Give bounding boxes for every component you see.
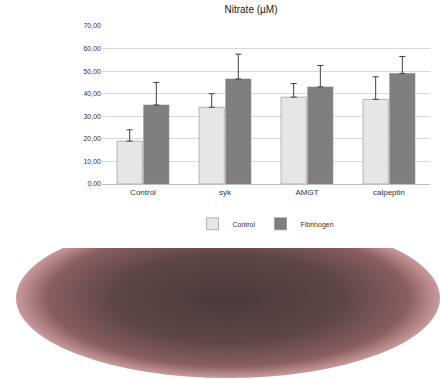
svg-text:Nitrate (µM): Nitrate (µM) [225, 4, 278, 15]
svg-text:20,00: 20,00 [83, 135, 101, 142]
svg-text:60,00: 60,00 [83, 45, 101, 52]
svg-text:40,00: 40,00 [83, 90, 101, 97]
svg-text:syk: syk [219, 188, 232, 197]
svg-text:30,00: 30,00 [83, 113, 101, 120]
svg-text:0,00: 0,00 [87, 180, 101, 187]
svg-text:AMGT: AMGT [295, 188, 318, 197]
svg-text:50,00: 50,00 [83, 68, 101, 75]
svg-text:70,00: 70,00 [83, 22, 101, 29]
svg-text:Control: Control [130, 188, 156, 197]
svg-text:10,00: 10,00 [83, 158, 101, 165]
svg-text:calpeptin: calpeptin [373, 188, 405, 197]
svg-text:Fibrinogen: Fibrinogen [301, 221, 334, 229]
svg-text:Control: Control [233, 221, 256, 228]
